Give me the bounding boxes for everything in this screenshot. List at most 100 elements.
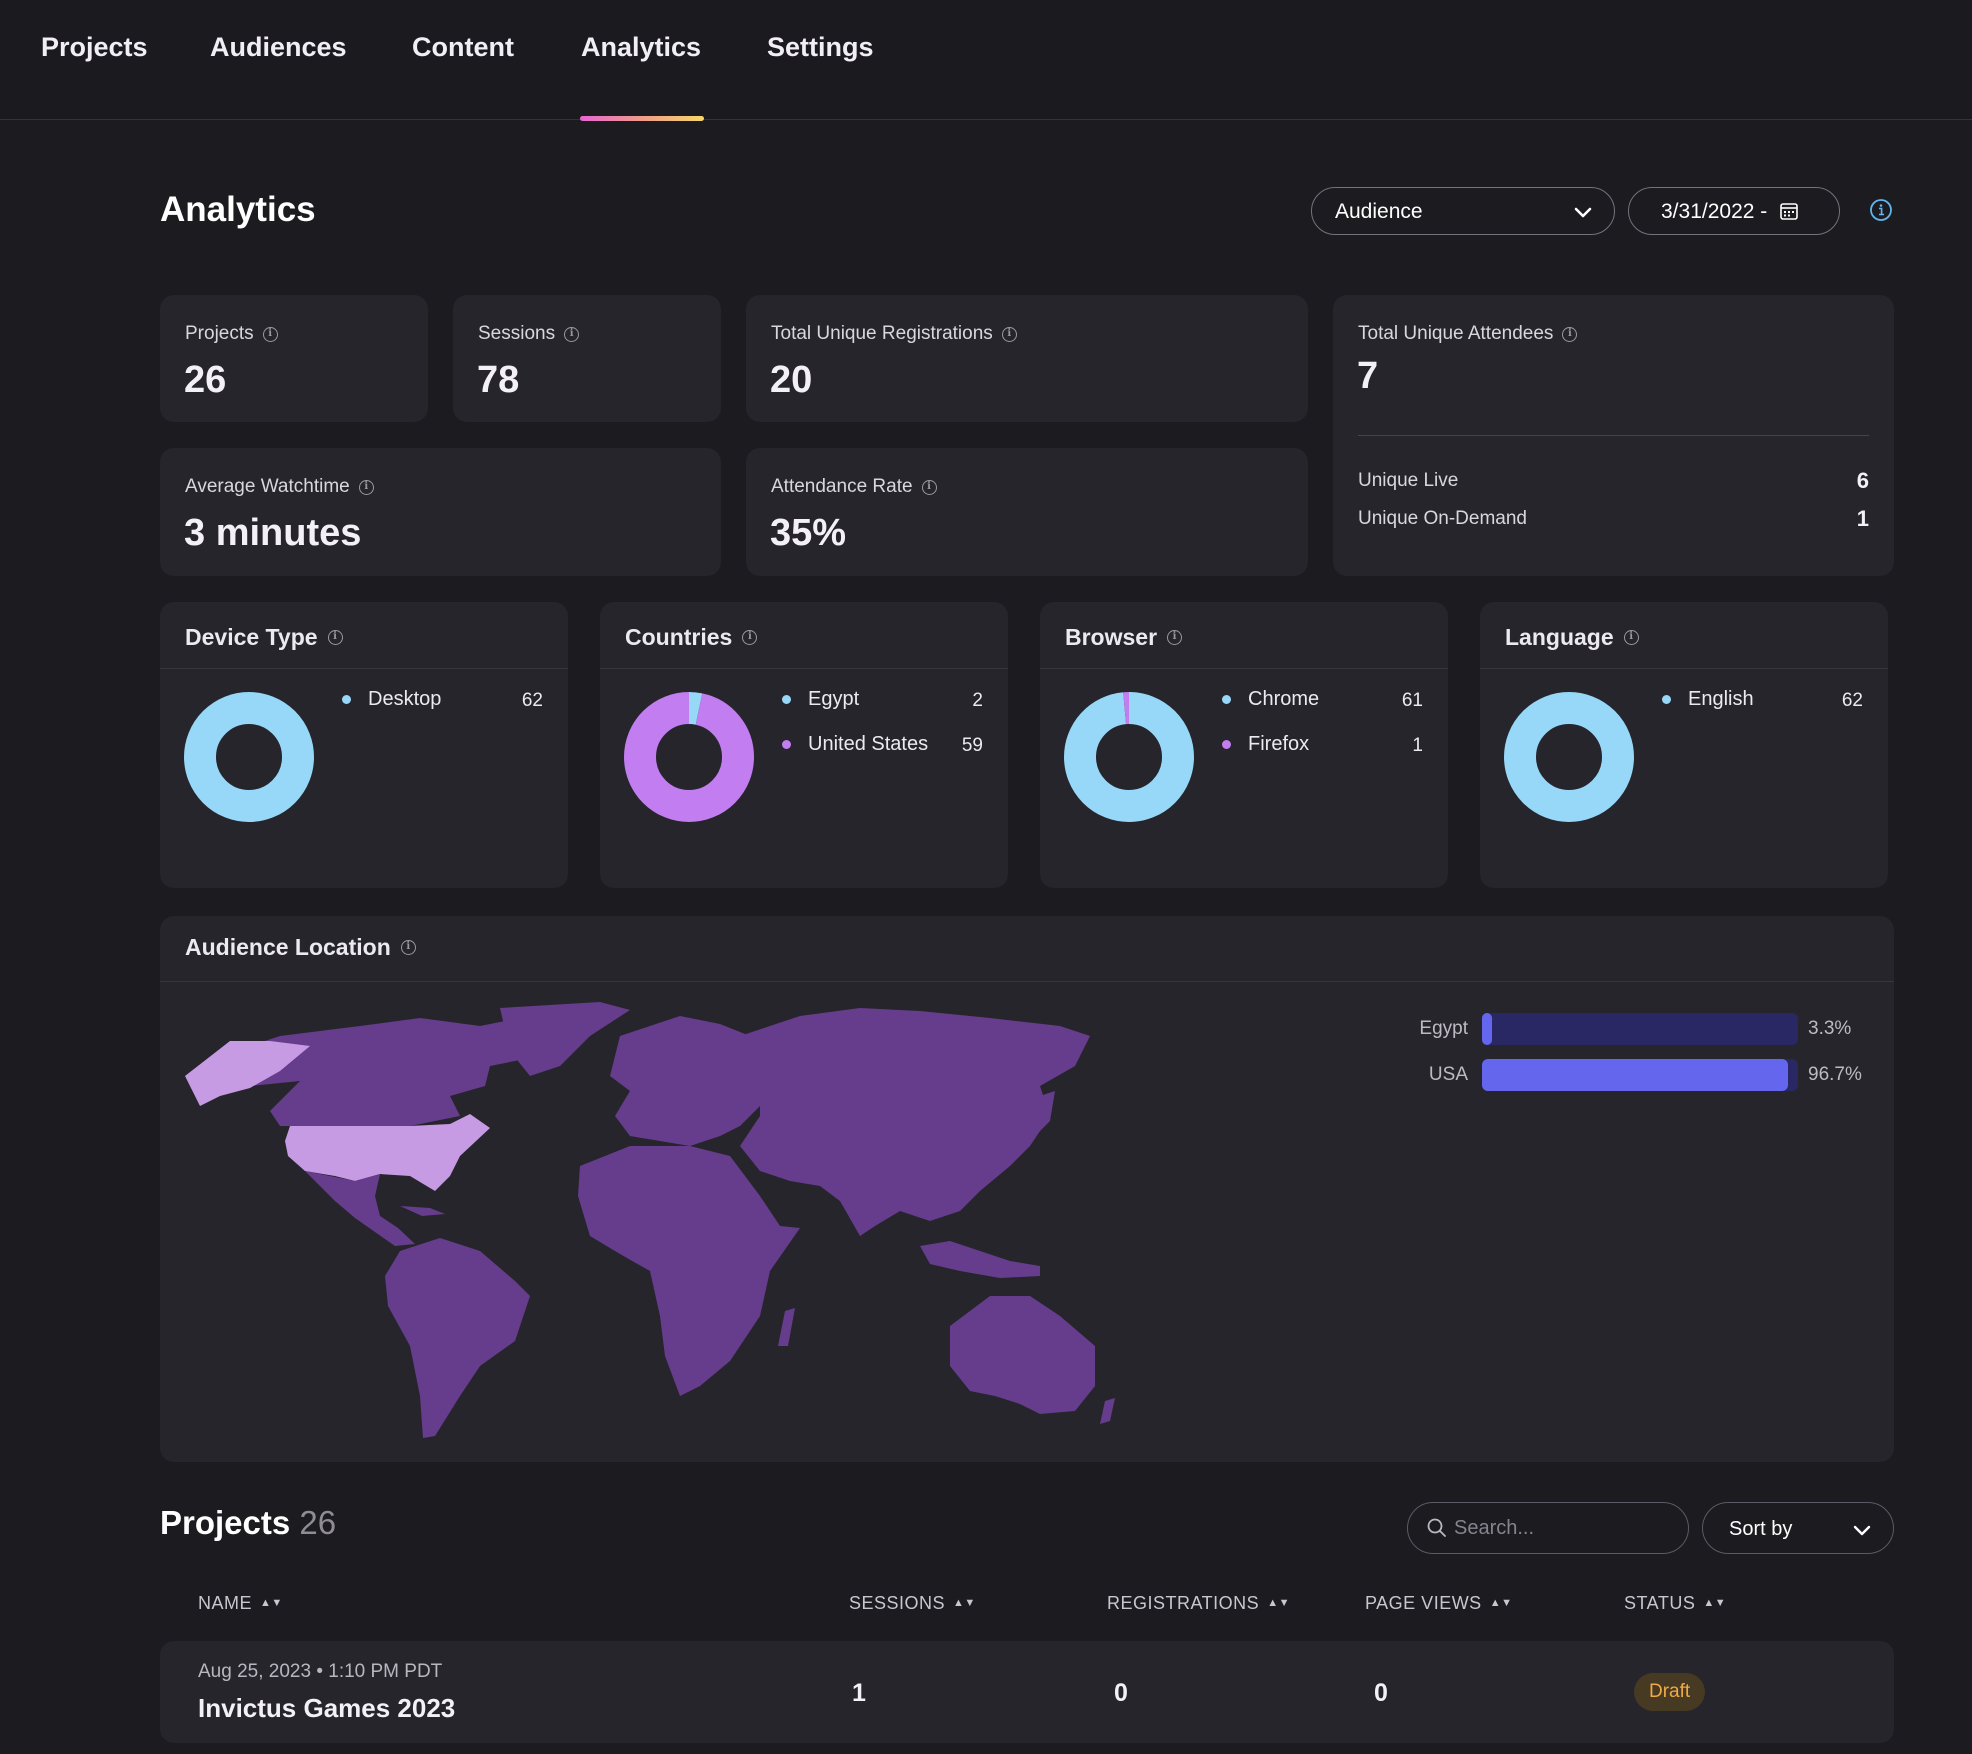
audience-location-title: Audience Location bbox=[185, 934, 391, 960]
info-icon[interactable]: i bbox=[358, 479, 374, 495]
tab-settings[interactable]: Settings bbox=[767, 32, 874, 62]
date-range-picker[interactable]: 3/31/2022 - bbox=[1628, 187, 1840, 235]
legend-value: 2 bbox=[972, 690, 983, 711]
donut-chart bbox=[184, 692, 314, 822]
stat-card-registrations: Total Unique Registrations i 20 bbox=[746, 295, 1308, 422]
info-icon[interactable]: i bbox=[1167, 630, 1183, 645]
stat-label: Total Unique Registrations bbox=[771, 323, 993, 344]
breakdown-card-header: Language i bbox=[1505, 624, 1639, 651]
legend-value: 62 bbox=[1841, 690, 1863, 711]
chevron-down-icon bbox=[1574, 207, 1592, 218]
legend-dot bbox=[782, 695, 791, 704]
column-header-status[interactable]: STATUS ▲▼ bbox=[1624, 1593, 1726, 1614]
tab-projects[interactable]: Projects bbox=[41, 32, 148, 62]
legend-label: English bbox=[1688, 688, 1754, 710]
breakdown-title: Device Type bbox=[185, 624, 318, 650]
divider bbox=[160, 981, 1894, 982]
donut-slice-united-states[interactable] bbox=[624, 692, 754, 822]
info-icon[interactable]: i bbox=[1001, 326, 1017, 342]
stat-card-attendance-rate: Attendance Rate i 35% bbox=[746, 448, 1308, 576]
audience-select-value: Audience bbox=[1335, 200, 1423, 223]
sort-arrows-icon: ▲▼ bbox=[260, 1597, 283, 1609]
donut-slice-desktop[interactable] bbox=[184, 692, 314, 822]
map-region-alaska bbox=[185, 1041, 310, 1106]
legend-label: Egypt bbox=[808, 688, 860, 710]
stat-label: Average Watchtime bbox=[185, 476, 350, 497]
donut-slice-firefox[interactable] bbox=[1064, 692, 1194, 822]
world-map bbox=[185, 1002, 1115, 1438]
chevron-down-icon bbox=[1853, 1525, 1871, 1536]
projects-count: 26 bbox=[299, 1504, 337, 1541]
sort-select[interactable]: Sort by bbox=[1702, 1502, 1894, 1554]
info-icon[interactable]: i bbox=[1562, 326, 1578, 342]
info-icon[interactable]: i bbox=[742, 630, 758, 645]
stat-value: 7 bbox=[1357, 355, 1379, 397]
calendar-icon bbox=[1780, 203, 1798, 220]
legend-label: Desktop bbox=[368, 688, 442, 710]
location-bar-track bbox=[1482, 1013, 1798, 1045]
donut-chart bbox=[1504, 692, 1634, 822]
tab-content[interactable]: Content bbox=[412, 32, 514, 62]
breakdown-title: Countries bbox=[625, 624, 733, 650]
breakdown-card-browser: Browser i Chrome 61 Firefox 1 bbox=[1040, 602, 1448, 888]
project-sessions: 1 bbox=[852, 1679, 866, 1707]
stat-label: Attendance Rate bbox=[771, 476, 913, 497]
table-row[interactable]: Aug 25, 2023 • 1:10 PM PDT Invictus Game… bbox=[160, 1641, 1894, 1743]
info-icon[interactable]: i bbox=[327, 630, 343, 645]
sort-arrows-icon: ▲▼ bbox=[953, 1597, 976, 1609]
map-region-canada bbox=[220, 1014, 580, 1126]
project-name[interactable]: Invictus Games 2023 bbox=[198, 1693, 456, 1723]
map-region-usa bbox=[285, 1114, 490, 1191]
projects-title: Projects 26 bbox=[160, 1504, 336, 1542]
map-region-australia bbox=[950, 1296, 1095, 1414]
location-bar-label: USA bbox=[1428, 1064, 1468, 1085]
column-header-name[interactable]: NAME ▲▼ bbox=[198, 1593, 283, 1614]
project-page-views: 0 bbox=[1374, 1679, 1388, 1707]
legend-dot bbox=[782, 740, 791, 749]
tab-audiences[interactable]: Audiences bbox=[210, 32, 347, 62]
stat-label: Total Unique Attendees bbox=[1358, 323, 1554, 344]
legend-value: 59 bbox=[961, 735, 983, 756]
stat-card-watchtime: Average Watchtime i 3 minutes bbox=[160, 448, 721, 576]
date-range-value: 3/31/2022 - bbox=[1661, 200, 1768, 223]
project-registrations: 0 bbox=[1114, 1679, 1128, 1707]
breakdown-card-language: Language i English 62 bbox=[1480, 602, 1888, 888]
donut-slice-english[interactable] bbox=[1504, 692, 1634, 822]
legend-label: Chrome bbox=[1248, 688, 1320, 710]
stat-card-projects: Projects i 26 bbox=[160, 295, 428, 422]
info-icon[interactable]: i bbox=[1623, 630, 1639, 645]
stat-label: Projects bbox=[185, 323, 254, 344]
map-region-caribbean bbox=[400, 1206, 445, 1216]
stat-card-attendees: Total Unique Attendees i 7 Unique Live 6 … bbox=[1333, 295, 1894, 576]
column-header-sessions[interactable]: SESSIONS ▲▼ bbox=[849, 1593, 976, 1614]
column-header-label: STATUS bbox=[1624, 1593, 1696, 1613]
search-input[interactable] bbox=[1407, 1502, 1689, 1554]
column-header-registrations[interactable]: REGISTRATIONS ▲▼ bbox=[1107, 1593, 1290, 1614]
unique-ondemand-label: Unique On-Demand bbox=[1358, 508, 1527, 529]
column-header-page-views[interactable]: PAGE VIEWS ▲▼ bbox=[1365, 1593, 1512, 1614]
unique-ondemand-value: 1 bbox=[1856, 506, 1869, 531]
legend-value: 1 bbox=[1412, 735, 1423, 756]
tab-analytics[interactable]: Analytics bbox=[581, 32, 702, 62]
info-icon[interactable]: i bbox=[400, 940, 416, 955]
map-region-greenland bbox=[500, 1002, 630, 1076]
breakdown-title: Language bbox=[1505, 624, 1614, 650]
top-navigation: Projects Audiences Content Analytics Set… bbox=[0, 0, 1972, 121]
stat-value: 20 bbox=[770, 359, 813, 401]
divider bbox=[1480, 668, 1888, 669]
audience-select[interactable]: Audience bbox=[1311, 187, 1615, 235]
sort-arrows-icon: ▲▼ bbox=[1489, 1597, 1513, 1609]
breakdown-card-header: Countries i bbox=[625, 624, 758, 651]
info-icon[interactable]: i bbox=[564, 326, 580, 342]
info-icon[interactable]: i bbox=[262, 326, 278, 342]
info-icon[interactable] bbox=[1869, 198, 1893, 222]
location-bar-percent: 3.3% bbox=[1808, 1018, 1852, 1039]
stat-value: 26 bbox=[184, 359, 227, 401]
sort-arrows-icon: ▲▼ bbox=[1267, 1597, 1290, 1609]
breakdown-title: Browser bbox=[1065, 624, 1158, 650]
map-region-south-america bbox=[385, 1238, 530, 1438]
page-title: Analytics bbox=[160, 190, 316, 229]
info-icon[interactable]: i bbox=[921, 479, 937, 495]
map-region-central-america bbox=[305, 1171, 415, 1246]
donut-chart bbox=[624, 692, 754, 822]
